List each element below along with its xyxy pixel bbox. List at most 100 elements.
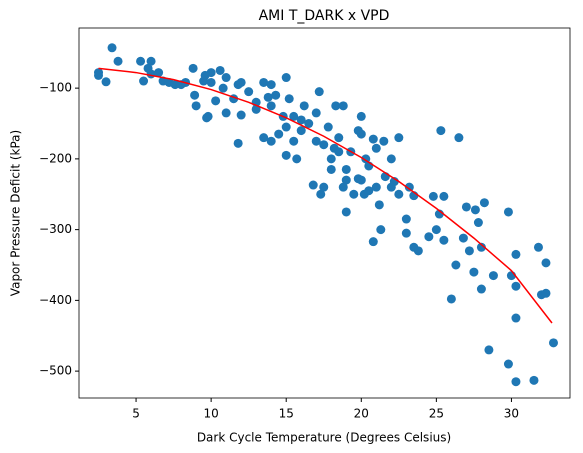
point	[94, 70, 104, 80]
point	[364, 186, 374, 196]
point	[356, 175, 366, 185]
point	[394, 133, 404, 143]
point	[356, 129, 366, 139]
point	[458, 233, 468, 243]
point	[146, 56, 156, 66]
point	[319, 182, 329, 192]
point	[533, 242, 543, 252]
y-tick-label: −300	[39, 222, 72, 236]
point	[311, 136, 321, 146]
point	[266, 80, 276, 90]
point	[428, 191, 438, 201]
point	[304, 119, 314, 129]
y-tick-label: −100	[39, 81, 72, 95]
point	[424, 232, 434, 242]
point	[470, 205, 480, 215]
y-tick-label: −400	[39, 293, 72, 307]
point	[136, 56, 146, 66]
point	[218, 83, 228, 93]
x-tick-label: 25	[429, 407, 444, 421]
point	[488, 271, 498, 281]
point	[211, 96, 221, 106]
point	[190, 90, 200, 100]
x-tick-label: 10	[203, 407, 218, 421]
point	[271, 90, 281, 100]
x-tick-label: 15	[279, 407, 294, 421]
point	[476, 284, 486, 294]
point	[484, 345, 494, 355]
point	[113, 56, 123, 66]
point	[374, 200, 384, 210]
point	[404, 182, 414, 192]
point	[284, 94, 294, 104]
point	[296, 126, 306, 136]
point	[479, 198, 489, 208]
point	[236, 77, 246, 87]
x-tick-label: 30	[504, 407, 519, 421]
point	[338, 101, 348, 111]
point	[244, 87, 254, 97]
x-tick-label: 5	[132, 407, 140, 421]
point	[341, 164, 351, 174]
point	[413, 246, 423, 256]
point	[469, 267, 479, 277]
point	[541, 288, 551, 298]
chart-title: AMI T_DARK x VPD	[259, 8, 390, 24]
point	[341, 175, 351, 185]
point	[349, 189, 359, 199]
point	[323, 122, 333, 132]
plot-frame	[78, 27, 571, 399]
point	[139, 76, 149, 86]
point	[259, 77, 269, 87]
point	[259, 133, 269, 143]
point	[376, 225, 386, 235]
point	[511, 281, 521, 291]
y-axis-label: Vapor Pressure Deficit (kPa)	[9, 130, 23, 296]
point	[401, 228, 411, 238]
point	[431, 225, 441, 235]
point	[206, 68, 216, 78]
fit-line	[98, 67, 553, 324]
point	[203, 111, 213, 121]
point	[206, 77, 216, 87]
point	[221, 108, 231, 118]
point	[461, 202, 471, 212]
point	[191, 101, 201, 111]
point	[236, 110, 246, 120]
point	[274, 129, 284, 139]
point	[473, 218, 483, 228]
point	[299, 101, 309, 111]
point	[386, 154, 396, 164]
point	[281, 150, 291, 160]
point	[289, 111, 299, 121]
point	[188, 63, 198, 73]
point	[266, 101, 276, 111]
point	[338, 182, 348, 192]
point	[503, 207, 513, 217]
point	[311, 108, 321, 118]
point	[454, 133, 464, 143]
point	[371, 143, 381, 153]
point	[451, 260, 461, 270]
point	[446, 294, 456, 304]
point	[221, 73, 231, 83]
point	[233, 138, 243, 148]
point	[368, 134, 378, 144]
point	[319, 140, 329, 150]
point	[281, 73, 291, 83]
point	[541, 258, 551, 268]
point	[379, 136, 389, 146]
point	[316, 189, 326, 199]
point	[476, 242, 486, 252]
point	[215, 65, 225, 75]
point	[266, 136, 276, 146]
point	[341, 207, 351, 217]
point	[289, 136, 299, 146]
point	[464, 246, 474, 256]
point	[326, 164, 336, 174]
point	[263, 92, 273, 102]
point	[296, 115, 306, 125]
point	[401, 214, 411, 224]
point	[436, 126, 446, 136]
